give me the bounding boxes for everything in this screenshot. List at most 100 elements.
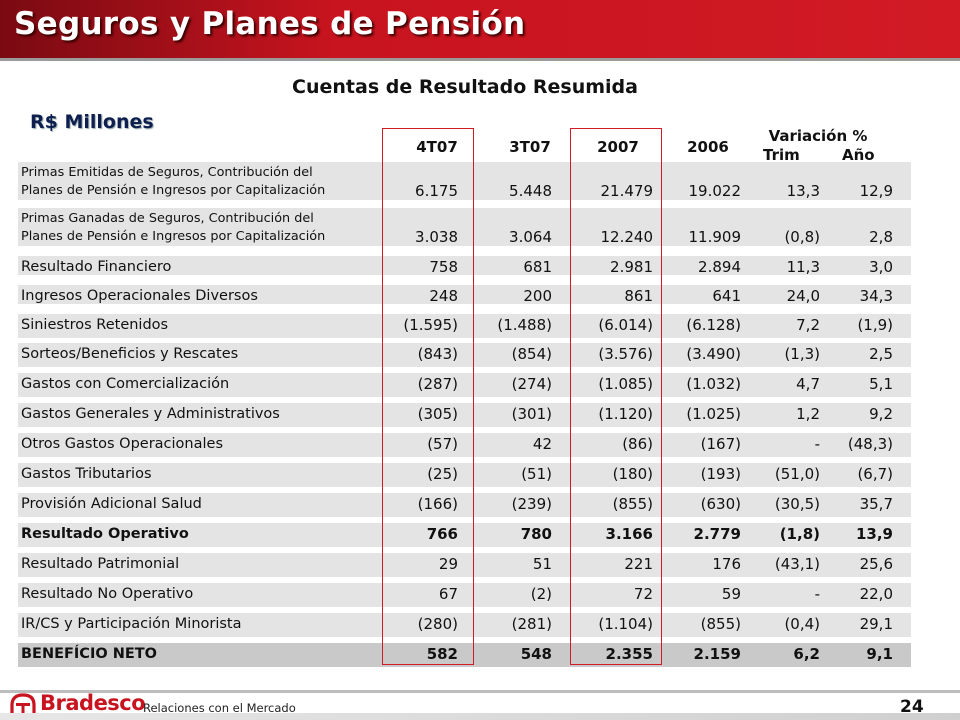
- row-value-var-anio: 5,1: [869, 375, 893, 393]
- row-label: Provisión Adicional Salud: [21, 496, 202, 512]
- row-value-2007: (3.576): [598, 345, 653, 363]
- footer-bar: [0, 713, 960, 720]
- row-value-2006: 176: [712, 555, 741, 573]
- row-value-3t07: (239): [511, 495, 552, 513]
- row-value-2006: 11.909: [688, 228, 742, 246]
- row-value-4t07: 758: [429, 258, 458, 276]
- row-value-4t07: 582: [426, 645, 458, 663]
- row-value-4t07: (166): [417, 495, 458, 513]
- table-row: [18, 643, 911, 667]
- variation-trim-header: Trim: [763, 146, 800, 164]
- row-value-4t07: (843): [417, 345, 458, 363]
- row-value-4t07: 29: [438, 555, 458, 573]
- row-value-var-anio: 13,9: [855, 525, 893, 543]
- row-value-var-anio: 35,7: [859, 495, 893, 513]
- footer-divider: [0, 690, 960, 693]
- row-value-4t07: (57): [427, 435, 458, 453]
- page-number: 24: [900, 697, 924, 717]
- header-divider: [0, 58, 960, 61]
- table-row: [18, 208, 911, 246]
- row-value-4t07: (25): [427, 465, 458, 483]
- row-value-2006: (1.025): [686, 405, 741, 423]
- row-value-var-trim: 7,2: [796, 316, 820, 334]
- row-label: Otros Gastos Operacionales: [21, 436, 224, 452]
- table-subtitle: Cuentas de Resultado Resumida: [292, 76, 638, 98]
- row-value-3t07: 51: [532, 555, 552, 573]
- row-label: Gastos con Comercialización: [21, 376, 230, 392]
- table-row: [18, 493, 911, 517]
- row-value-4t07: 6.175: [415, 182, 458, 200]
- row-label: Sorteos/Beneficios y Rescates: [21, 346, 239, 362]
- row-value-4t07: 248: [429, 287, 458, 305]
- table-row: [18, 583, 911, 607]
- row-value-2007: 2.355: [605, 645, 653, 663]
- row-value-2007: (1.104): [598, 615, 653, 633]
- row-value-3t07: (1.488): [497, 316, 552, 334]
- unit-label: R$ Millones: [30, 111, 154, 133]
- row-value-3t07: (301): [511, 405, 552, 423]
- row-value-2007: 72: [633, 585, 653, 603]
- row-value-var-anio: (48,3): [847, 435, 893, 453]
- table-row: [18, 613, 911, 637]
- row-value-3t07: 681: [523, 258, 552, 276]
- row-value-4t07: 67: [438, 585, 458, 603]
- row-value-2006: (6.128): [686, 316, 741, 334]
- row-value-3t07: 5.448: [509, 182, 552, 200]
- row-value-var-anio: 9,2: [869, 405, 893, 423]
- row-value-4t07: (287): [417, 375, 458, 393]
- row-label: IR/CS y Participación Minorista: [21, 616, 242, 632]
- table-row: [18, 463, 911, 487]
- row-value-var-anio: 9,1: [866, 645, 893, 663]
- table-row: [18, 256, 911, 275]
- row-value-2007: 861: [624, 287, 653, 305]
- row-value-2006: (193): [700, 465, 741, 483]
- row-value-var-trim: (1,3): [784, 345, 820, 363]
- table-row: [18, 314, 911, 338]
- row-value-3t07: 548: [520, 645, 552, 663]
- row-value-var-anio: (1,9): [857, 316, 893, 334]
- table-row: [18, 553, 911, 577]
- bradesco-logo-icon: [10, 693, 36, 713]
- row-value-var-trim: (43,1): [774, 555, 820, 573]
- table-row: [18, 285, 911, 304]
- table-row: [18, 373, 911, 397]
- row-value-2006: 59: [721, 585, 741, 603]
- row-value-3t07: 3.064: [509, 228, 552, 246]
- row-value-2007: 12.240: [600, 228, 654, 246]
- row-value-4t07: (1.595): [403, 316, 458, 334]
- table-row: [18, 162, 911, 200]
- row-label: Gastos Generales y Administrativos: [21, 406, 280, 422]
- row-value-var-trim: (30,5): [774, 495, 820, 513]
- row-value-var-anio: 2,5: [869, 345, 893, 363]
- row-label: Primas Emitidas de Seguros, Contribución…: [21, 164, 325, 200]
- row-value-2006: (3.490): [686, 345, 741, 363]
- row-value-3t07: (281): [511, 615, 552, 633]
- row-value-var-trim: 24,0: [786, 287, 820, 305]
- row-value-3t07: 780: [520, 525, 552, 543]
- table-row: [18, 343, 911, 367]
- row-value-var-trim: 6,2: [793, 645, 820, 663]
- col-header-2006: 2006: [687, 138, 729, 156]
- row-value-var-trim: 1,2: [796, 405, 820, 423]
- row-label: BENEFÍCIO NETO: [21, 646, 157, 662]
- row-value-2007: 21.479: [600, 182, 654, 200]
- row-value-2006: (1.032): [686, 375, 741, 393]
- row-value-2007: (6.014): [598, 316, 653, 334]
- row-value-var-trim: (0,8): [784, 228, 820, 246]
- page-title: Seguros y Planes de Pensión: [14, 6, 526, 42]
- row-value-2007: 3.166: [605, 525, 653, 543]
- row-value-2007: (855): [612, 495, 653, 513]
- col-header-2007: 2007: [597, 138, 639, 156]
- row-value-2006: (630): [700, 495, 741, 513]
- row-value-3t07: (51): [521, 465, 552, 483]
- row-label: Resultado No Operativo: [21, 586, 194, 602]
- table-row: [18, 433, 911, 457]
- row-value-2007: 2.981: [610, 258, 653, 276]
- row-value-4t07: 3.038: [415, 228, 458, 246]
- row-value-var-trim: (0,4): [784, 615, 820, 633]
- row-value-2006: 641: [712, 287, 741, 305]
- row-value-3t07: (2): [530, 585, 552, 603]
- row-value-4t07: 766: [426, 525, 458, 543]
- row-value-var-trim: (51,0): [774, 465, 820, 483]
- row-value-var-anio: 22,0: [859, 585, 893, 603]
